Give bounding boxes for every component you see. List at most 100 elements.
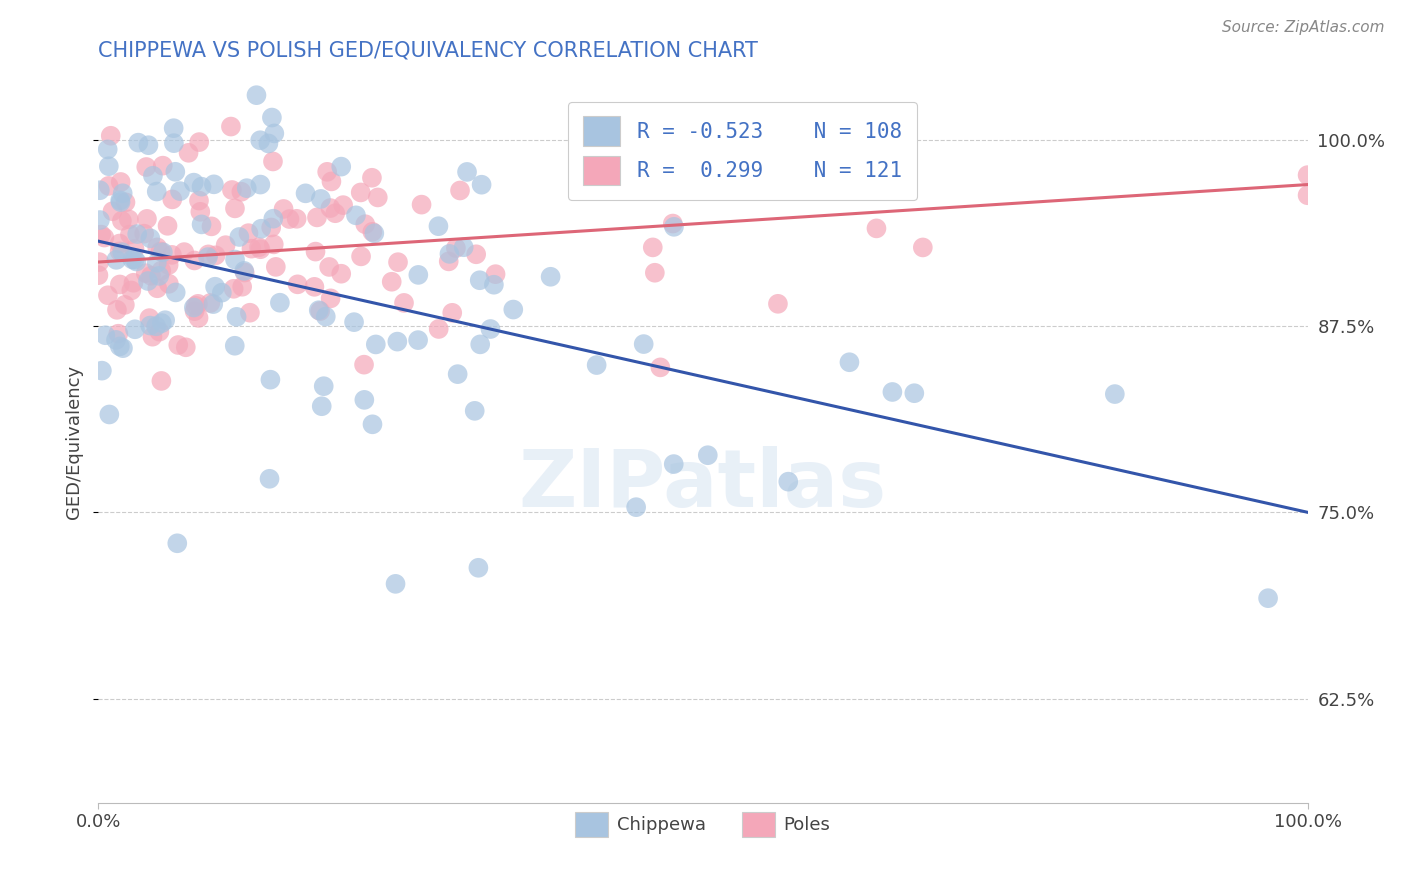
Point	[235, 181, 257, 195]
Point	[441, 306, 464, 320]
Point	[664, 178, 686, 193]
Point	[449, 184, 471, 198]
Point	[108, 339, 131, 353]
Point	[225, 310, 247, 324]
Point	[308, 303, 330, 318]
Point	[439, 247, 461, 261]
Point	[361, 417, 384, 432]
Point	[233, 266, 256, 280]
Text: Source: ZipAtlas.com: Source: ZipAtlas.com	[1222, 20, 1385, 35]
Point	[467, 561, 489, 575]
Point	[111, 214, 134, 228]
Point	[124, 322, 146, 336]
Point	[309, 304, 332, 318]
Point	[273, 202, 295, 216]
Point	[387, 334, 409, 349]
Point	[381, 275, 404, 289]
Point	[204, 279, 226, 293]
Point	[138, 311, 160, 326]
Point	[1104, 387, 1126, 401]
Point	[97, 159, 120, 173]
Point	[118, 212, 141, 227]
Point	[294, 186, 316, 201]
Point	[540, 269, 562, 284]
Point	[202, 178, 225, 192]
Point	[315, 310, 337, 324]
Point	[165, 165, 187, 179]
Point	[453, 240, 475, 254]
Point	[239, 306, 262, 320]
Point	[163, 136, 186, 150]
Point	[146, 240, 169, 254]
Point	[1257, 591, 1279, 606]
Point	[641, 240, 664, 254]
Point	[319, 201, 342, 215]
Point	[121, 252, 143, 267]
Point	[105, 252, 128, 267]
Point	[319, 291, 342, 305]
Point	[262, 154, 284, 169]
Point	[100, 128, 122, 143]
Point	[502, 302, 524, 317]
Point	[903, 386, 925, 401]
Point	[174, 340, 197, 354]
Point	[110, 175, 132, 189]
Point	[364, 337, 387, 351]
Y-axis label: GED/Equivalency: GED/Equivalency	[65, 365, 83, 518]
Point	[287, 277, 309, 292]
Point	[240, 242, 263, 256]
Point	[127, 227, 149, 241]
Point	[94, 328, 117, 343]
Point	[392, 296, 415, 310]
Point	[139, 268, 162, 283]
Point	[249, 133, 271, 147]
Point	[427, 219, 450, 234]
Point	[184, 299, 207, 313]
Point	[330, 160, 353, 174]
Point	[662, 219, 685, 234]
Point	[89, 255, 111, 269]
Point	[361, 225, 384, 239]
Point	[247, 240, 270, 254]
Point	[97, 178, 120, 193]
Point	[228, 230, 250, 244]
Point	[250, 221, 273, 235]
Point	[93, 230, 115, 244]
Point	[354, 217, 377, 231]
Point	[183, 253, 205, 268]
Point	[278, 212, 301, 227]
Point	[411, 197, 433, 211]
Point	[353, 358, 375, 372]
Point	[311, 399, 333, 413]
Point	[98, 408, 121, 422]
Point	[108, 194, 131, 208]
Point	[162, 193, 184, 207]
Point	[662, 217, 685, 231]
Point	[260, 111, 283, 125]
Point	[367, 190, 389, 204]
Point	[1296, 168, 1319, 182]
Point	[262, 211, 284, 226]
Point	[136, 211, 159, 226]
Point	[135, 160, 157, 174]
Point	[145, 185, 167, 199]
Point	[304, 244, 326, 259]
Point	[90, 227, 112, 242]
Point	[249, 178, 271, 192]
Point	[108, 244, 131, 259]
Point	[482, 277, 505, 292]
Point	[772, 132, 794, 146]
Point	[177, 145, 200, 160]
Point	[136, 274, 159, 288]
Point	[111, 186, 134, 201]
Point	[479, 322, 502, 336]
Point	[188, 204, 211, 219]
Point	[470, 337, 492, 351]
Point	[165, 285, 187, 300]
Point	[152, 159, 174, 173]
Point	[149, 244, 172, 259]
Point	[224, 339, 246, 353]
Point	[690, 173, 713, 187]
Point	[157, 277, 180, 291]
Point	[134, 227, 156, 241]
